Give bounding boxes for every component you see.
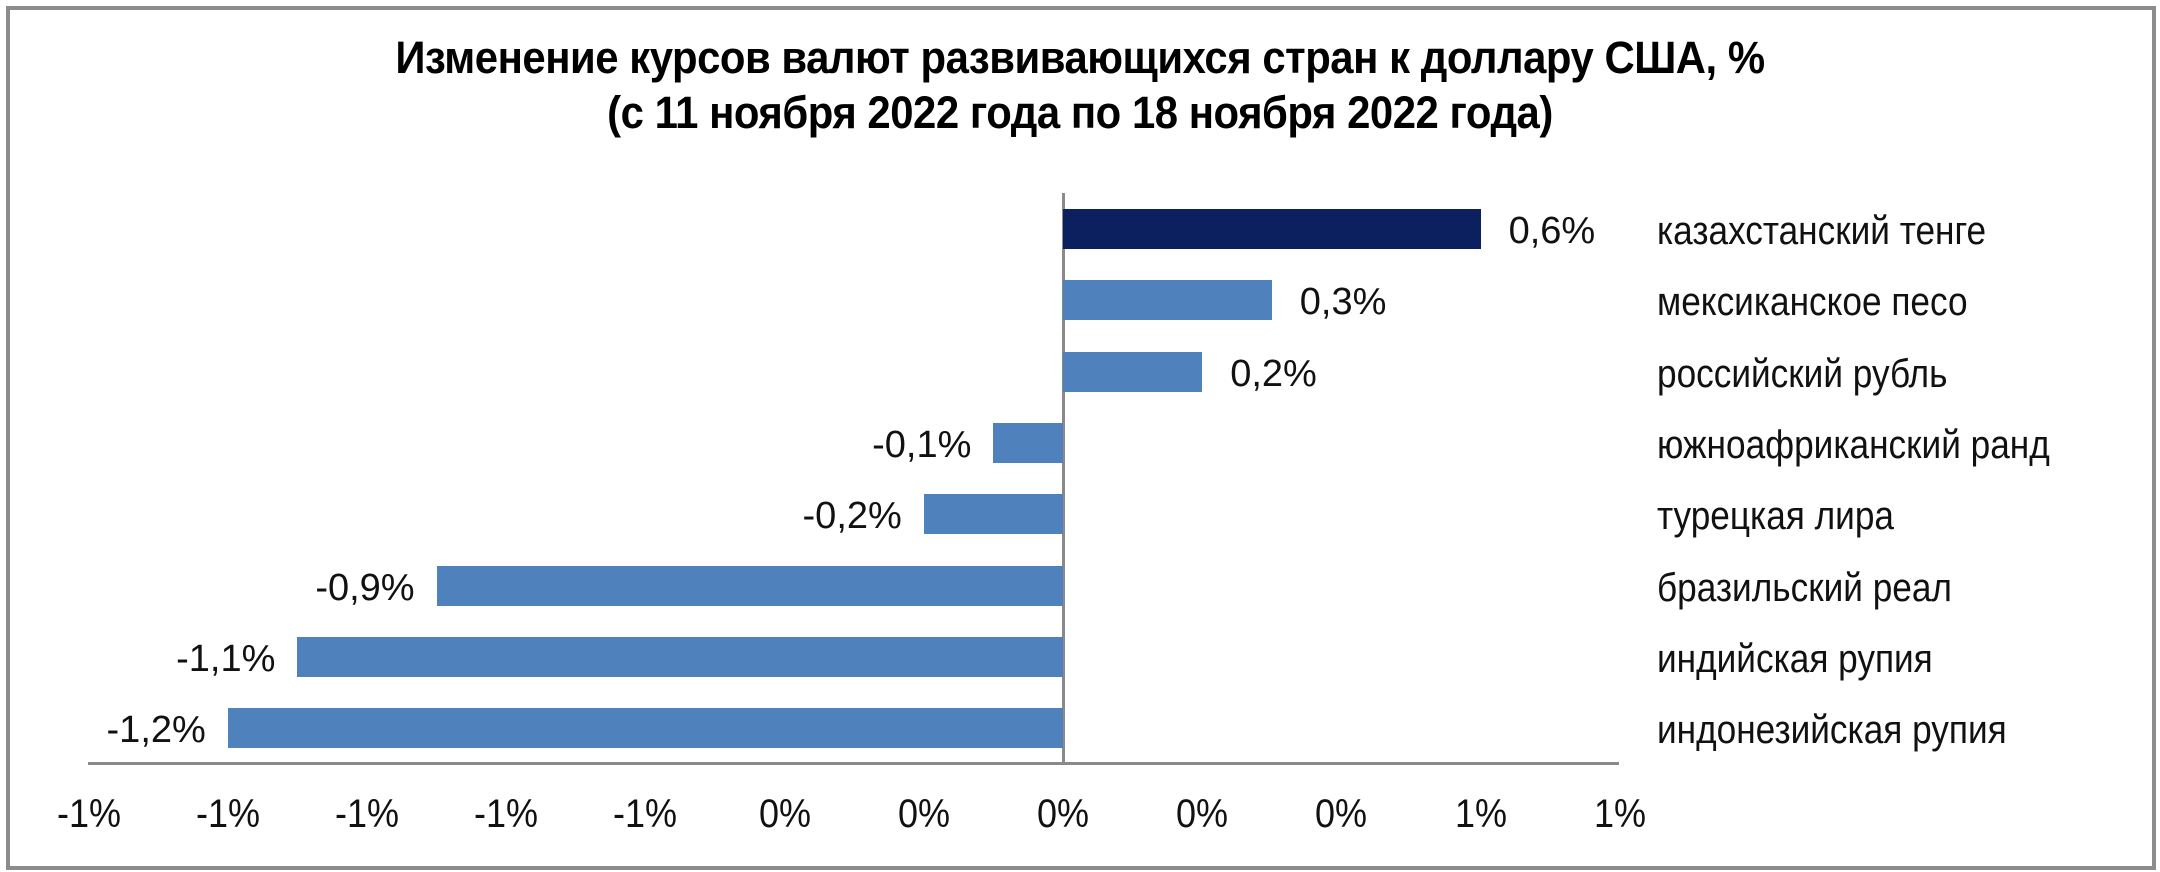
- category-label: казахстанский тенге: [1657, 209, 1987, 253]
- bar: [1063, 352, 1203, 392]
- x-tick-label: -1%: [195, 792, 260, 836]
- x-tick-label: -1%: [334, 792, 400, 836]
- category-label: индийская рупия: [1657, 637, 1933, 681]
- chart-title: Изменение курсов валют развивающихся стр…: [395, 32, 1765, 83]
- bar: [993, 423, 1063, 463]
- x-axis-line: [88, 762, 1619, 765]
- category-label: турецкая лира: [1657, 494, 1894, 538]
- value-label: 0,6%: [1508, 210, 1596, 252]
- value-label: -1,1%: [176, 638, 276, 680]
- bar: [1063, 280, 1272, 320]
- bar: [297, 637, 1063, 677]
- bar: [436, 566, 1063, 606]
- value-label: -0,1%: [872, 424, 972, 466]
- chart-subtitle: (с 11 ноября 2022 года по 18 ноября 2022…: [607, 87, 1553, 138]
- x-tick-label: 0%: [1176, 792, 1229, 836]
- value-label: 0,2%: [1230, 353, 1317, 395]
- x-tick-label: 1%: [1454, 792, 1507, 836]
- x-tick-label: 0%: [1036, 792, 1090, 836]
- value-label: 0,3%: [1299, 281, 1387, 323]
- x-tick-label: 0%: [758, 792, 811, 836]
- bar: [227, 708, 1063, 748]
- category-label: южноафриканский ранд: [1657, 423, 2050, 467]
- category-label: мексиканское песо: [1657, 280, 1968, 324]
- chart-frame: [6, 6, 2156, 870]
- zero-axis-line: [1062, 193, 1065, 765]
- category-label: российский рубль: [1657, 352, 1948, 396]
- category-label: бразильский реал: [1657, 566, 1952, 610]
- x-tick-label: 1%: [1593, 792, 1646, 836]
- x-tick-label: -1%: [474, 792, 539, 836]
- x-tick-label: 0%: [1315, 792, 1368, 836]
- category-label: индонезийская рупия: [1657, 708, 2007, 752]
- x-tick-label: -1%: [56, 792, 121, 836]
- value-label: -0,2%: [802, 495, 902, 537]
- value-label: -1,2%: [106, 709, 206, 751]
- value-label: -0,9%: [315, 567, 415, 609]
- x-tick-label: 0%: [897, 792, 950, 836]
- x-tick-label: -1%: [613, 792, 678, 836]
- bar: [1063, 209, 1481, 249]
- bar: [923, 494, 1063, 534]
